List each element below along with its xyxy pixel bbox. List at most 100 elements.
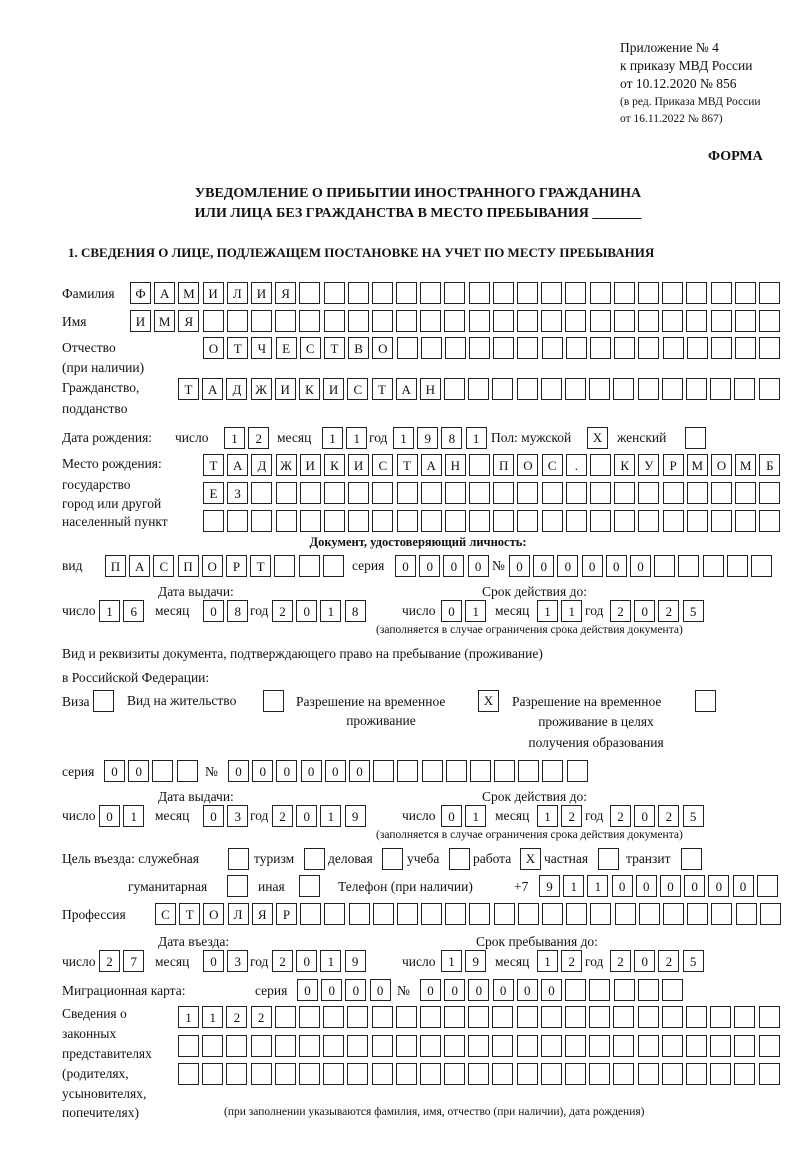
char-cell[interactable]: З	[227, 482, 249, 504]
char-cell[interactable]	[419, 1035, 441, 1057]
char-cell[interactable]	[614, 903, 636, 925]
char-cell[interactable]	[444, 510, 466, 532]
char-cell[interactable]	[202, 1063, 224, 1085]
char-cell[interactable]	[759, 482, 781, 504]
char-cell[interactable]	[516, 1006, 538, 1028]
char-cell[interactable]: Л	[227, 903, 249, 925]
char-cell[interactable]: 0	[441, 805, 462, 827]
char-cell[interactable]	[685, 1006, 707, 1028]
char-cell[interactable]: 0	[296, 805, 318, 827]
char-cell[interactable]: М	[686, 454, 708, 476]
char-cell[interactable]	[662, 310, 684, 332]
char-cell[interactable]: 0	[684, 875, 706, 897]
char-cell[interactable]	[348, 903, 370, 925]
char-cell[interactable]	[662, 510, 684, 532]
char-cell[interactable]	[756, 875, 778, 897]
char-cell[interactable]	[661, 1063, 683, 1085]
char-cell[interactable]: 2	[248, 427, 270, 449]
char-cell[interactable]	[734, 1063, 756, 1085]
char-cell[interactable]	[613, 310, 635, 332]
char-cell[interactable]	[613, 1006, 635, 1028]
char-cell[interactable]	[226, 1063, 248, 1085]
char-cell[interactable]	[661, 1035, 683, 1057]
char-cell[interactable]: С	[372, 454, 394, 476]
char-cell[interactable]	[661, 979, 683, 1001]
char-cell[interactable]: 0	[369, 979, 391, 1001]
char-cell[interactable]	[444, 282, 466, 304]
char-cell[interactable]	[396, 337, 418, 359]
char-cell[interactable]: Т	[396, 454, 418, 476]
char-cell[interactable]: 0	[441, 600, 462, 622]
purpose-business-checkbox[interactable]	[382, 848, 403, 870]
char-cell[interactable]: С	[347, 378, 369, 400]
char-cell[interactable]: 0	[557, 555, 579, 577]
char-cell[interactable]: И	[250, 282, 272, 304]
char-cell[interactable]: 0	[634, 805, 656, 827]
edu-permit-checkbox[interactable]	[695, 690, 716, 712]
char-cell[interactable]: С	[541, 454, 563, 476]
char-cell[interactable]	[395, 1063, 417, 1085]
char-cell[interactable]	[686, 282, 708, 304]
char-cell[interactable]	[347, 1035, 369, 1057]
char-cell[interactable]	[347, 1006, 369, 1028]
char-cell[interactable]	[758, 1006, 780, 1028]
char-cell[interactable]: А	[420, 454, 442, 476]
char-cell[interactable]: А	[395, 378, 417, 400]
char-cell[interactable]	[710, 378, 732, 400]
char-cell[interactable]	[492, 1006, 514, 1028]
char-cell[interactable]: 1	[320, 950, 342, 972]
char-cell[interactable]: Т	[371, 378, 393, 400]
char-cell[interactable]	[492, 310, 514, 332]
char-cell[interactable]	[541, 482, 563, 504]
char-cell[interactable]: Р	[225, 555, 247, 577]
char-cell[interactable]: 0	[419, 555, 441, 577]
char-cell[interactable]	[251, 482, 273, 504]
char-cell[interactable]	[565, 282, 587, 304]
char-cell[interactable]	[396, 510, 418, 532]
char-cell[interactable]: 0	[128, 760, 150, 782]
male-checkbox[interactable]: X	[587, 427, 608, 449]
char-cell[interactable]	[493, 482, 515, 504]
char-cell[interactable]	[421, 760, 443, 782]
char-cell[interactable]: 0	[395, 555, 416, 577]
char-cell[interactable]: И	[348, 454, 370, 476]
char-cell[interactable]	[323, 482, 345, 504]
char-cell[interactable]: 5	[682, 805, 704, 827]
char-cell[interactable]: 1	[202, 1006, 224, 1028]
char-cell[interactable]	[420, 282, 442, 304]
char-cell[interactable]	[202, 310, 224, 332]
char-cell[interactable]	[419, 1006, 441, 1028]
char-cell[interactable]	[492, 378, 514, 400]
char-cell[interactable]	[590, 482, 611, 504]
char-cell[interactable]	[420, 310, 442, 332]
char-cell[interactable]: 2	[561, 950, 583, 972]
char-cell[interactable]: 1	[123, 805, 145, 827]
char-cell[interactable]	[517, 310, 538, 332]
char-cell[interactable]: 2	[272, 950, 293, 972]
char-cell[interactable]	[589, 378, 611, 400]
char-cell[interactable]	[661, 1006, 683, 1028]
char-cell[interactable]	[250, 1035, 272, 1057]
char-cell[interactable]	[565, 1063, 586, 1085]
char-cell[interactable]: 0	[492, 979, 514, 1001]
char-cell[interactable]	[468, 378, 490, 400]
char-cell[interactable]	[492, 1035, 514, 1057]
char-cell[interactable]	[444, 1035, 466, 1057]
char-cell[interactable]	[468, 1006, 490, 1028]
char-cell[interactable]: Я	[275, 282, 297, 304]
char-cell[interactable]	[298, 1006, 320, 1028]
char-cell[interactable]	[638, 337, 660, 359]
char-cell[interactable]	[275, 310, 297, 332]
char-cell[interactable]: 2	[272, 805, 293, 827]
char-cell[interactable]	[445, 760, 467, 782]
char-cell[interactable]	[444, 337, 466, 359]
char-cell[interactable]: О	[710, 454, 732, 476]
char-cell[interactable]: 0	[467, 555, 489, 577]
char-cell[interactable]: И	[323, 378, 345, 400]
char-cell[interactable]	[758, 378, 780, 400]
char-cell[interactable]	[758, 1035, 780, 1057]
char-cell[interactable]	[685, 378, 707, 400]
char-cell[interactable]	[637, 979, 659, 1001]
char-cell[interactable]	[396, 482, 418, 504]
char-cell[interactable]	[702, 555, 724, 577]
